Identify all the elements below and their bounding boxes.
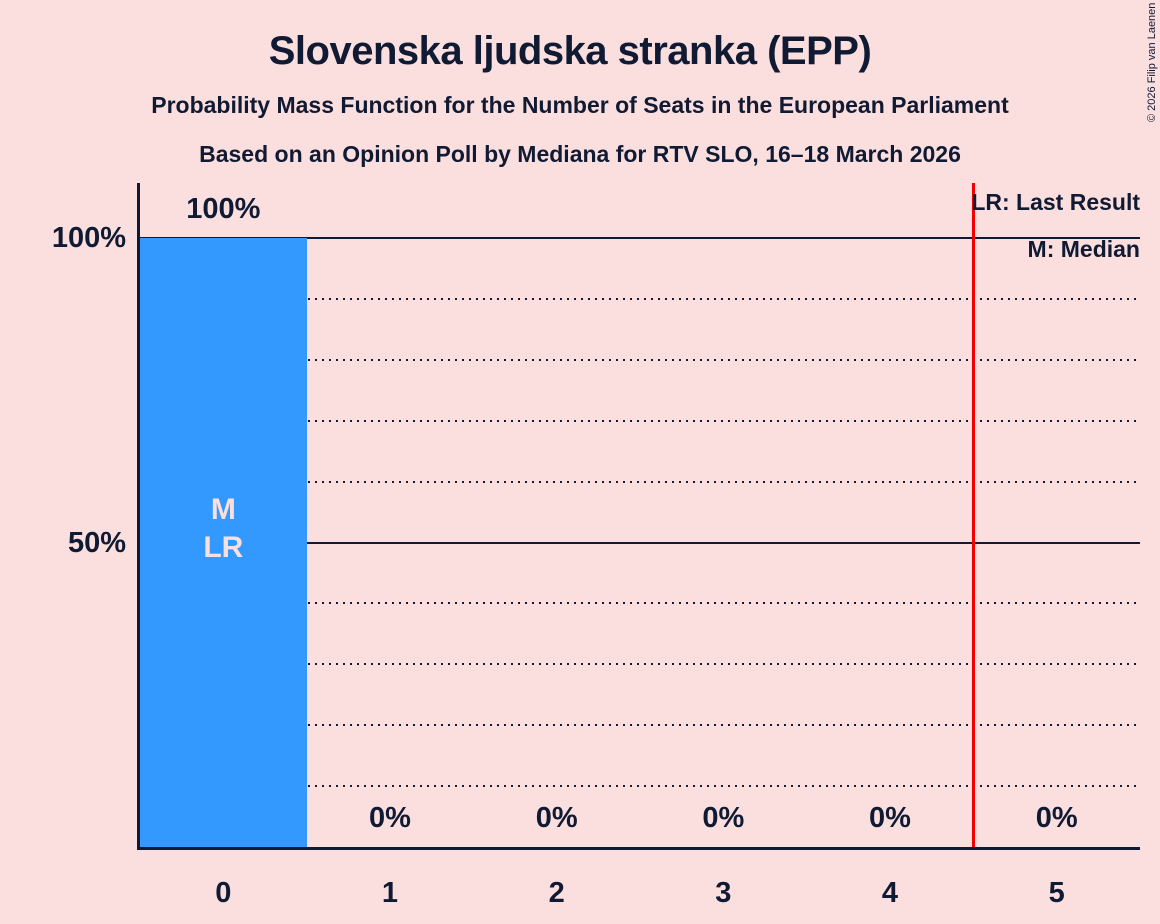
gridline-dotted-90: [140, 297, 1140, 300]
x-tick-label-0: 0: [215, 877, 232, 909]
bar-value-label-3: 0%: [702, 802, 745, 834]
x-tick-label-4: 4: [881, 877, 899, 909]
x-tick-label-2: 2: [548, 877, 565, 909]
gridline-dotted-80: [140, 358, 1140, 361]
copyright-note: © 2026 Filip van Laenen: [1146, 2, 1158, 122]
y-tick-label-50: 50%: [67, 526, 126, 559]
gridline-dotted-10: [140, 785, 1140, 788]
bar-value-label-4: 0%: [869, 802, 911, 834]
legend-median: M: Median: [1027, 236, 1140, 262]
poll-info: Based on an Opinion Poll by Mediana for …: [199, 141, 961, 167]
y-tick-label-100: 100%: [51, 222, 126, 254]
x-tick-label-3: 3: [715, 877, 732, 909]
bar-seats-0: [140, 238, 307, 847]
page-title: Slovenska ljudska stranka (EPP): [268, 29, 872, 73]
bar-value-label-5: 0%: [1035, 802, 1078, 834]
x-tick-label-5: 5: [1048, 877, 1065, 909]
gridline-solid-50: [140, 541, 1140, 544]
gridline-dotted-70: [140, 419, 1140, 422]
bar-value-label-2: 0%: [535, 802, 578, 834]
gridline-dotted-20: [140, 724, 1140, 727]
gridline-dotted-60: [140, 480, 1140, 483]
bar-value-label-0: 100%: [186, 193, 261, 225]
plot-area: 100% M LR 0% 0% 0% 0% 0%: [137, 183, 1140, 850]
gridline-dotted-30: [140, 663, 1140, 666]
gridline-dotted-40: [140, 602, 1140, 605]
last-result-marker-line: [971, 183, 975, 847]
bar-annotation-median-last-result: M LR: [203, 492, 244, 564]
chart-subtitle: Probability Mass Function for the Number…: [151, 92, 1009, 118]
x-tick-label-1: 1: [381, 877, 399, 909]
bar-value-label-1: 0%: [369, 802, 411, 834]
gridline-solid-100: [140, 237, 1140, 239]
legend-last-result: LR: Last Result: [971, 189, 1140, 215]
